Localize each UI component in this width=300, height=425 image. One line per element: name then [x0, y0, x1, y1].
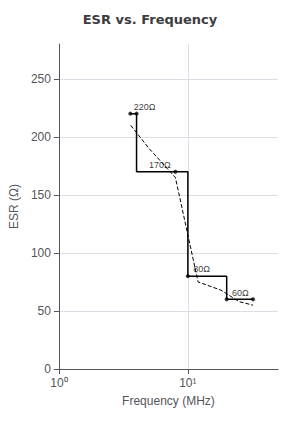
svg-text:80Ω: 80Ω — [193, 264, 210, 275]
svg-text:Frequency (MHz): Frequency (MHz) — [122, 394, 215, 408]
svg-text:10⁰: 10⁰ — [50, 376, 67, 390]
svg-text:220Ω: 220Ω — [134, 102, 156, 112]
svg-text:0: 0 — [44, 362, 51, 376]
svg-text:250: 250 — [31, 72, 51, 86]
svg-text:10¹: 10¹ — [179, 376, 196, 390]
svg-text:60Ω: 60Ω — [232, 288, 249, 298]
svg-text:50: 50 — [38, 304, 52, 318]
svg-text:100: 100 — [31, 246, 51, 260]
svg-text:200: 200 — [31, 130, 51, 144]
svg-text:ESR vs. Frequency: ESR vs. Frequency — [83, 12, 218, 27]
svg-text:170Ω: 170Ω — [149, 159, 171, 170]
svg-text:ESR (Ω): ESR (Ω) — [7, 184, 21, 229]
svg-text:150: 150 — [31, 188, 51, 202]
